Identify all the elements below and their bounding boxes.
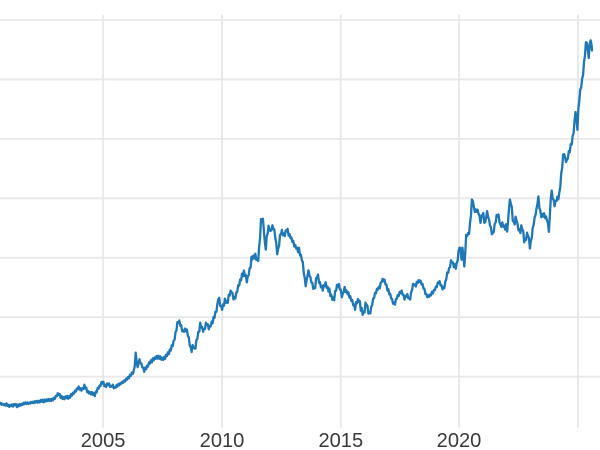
svg-text:2020: 2020 (437, 430, 482, 450)
svg-text:2015: 2015 (318, 430, 363, 450)
svg-text:2005: 2005 (81, 430, 126, 450)
svg-text:2010: 2010 (200, 430, 245, 450)
